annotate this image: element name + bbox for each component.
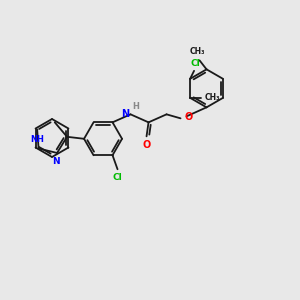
Text: Cl: Cl xyxy=(190,59,200,68)
Text: Cl: Cl xyxy=(113,173,122,182)
Text: O: O xyxy=(184,112,193,122)
Text: NH: NH xyxy=(31,135,44,144)
Text: O: O xyxy=(142,140,151,150)
Text: N: N xyxy=(52,157,60,166)
Text: H: H xyxy=(133,102,140,111)
Text: CH₃: CH₃ xyxy=(205,93,220,102)
Text: CH₃: CH₃ xyxy=(190,47,205,56)
Text: N: N xyxy=(122,109,130,119)
